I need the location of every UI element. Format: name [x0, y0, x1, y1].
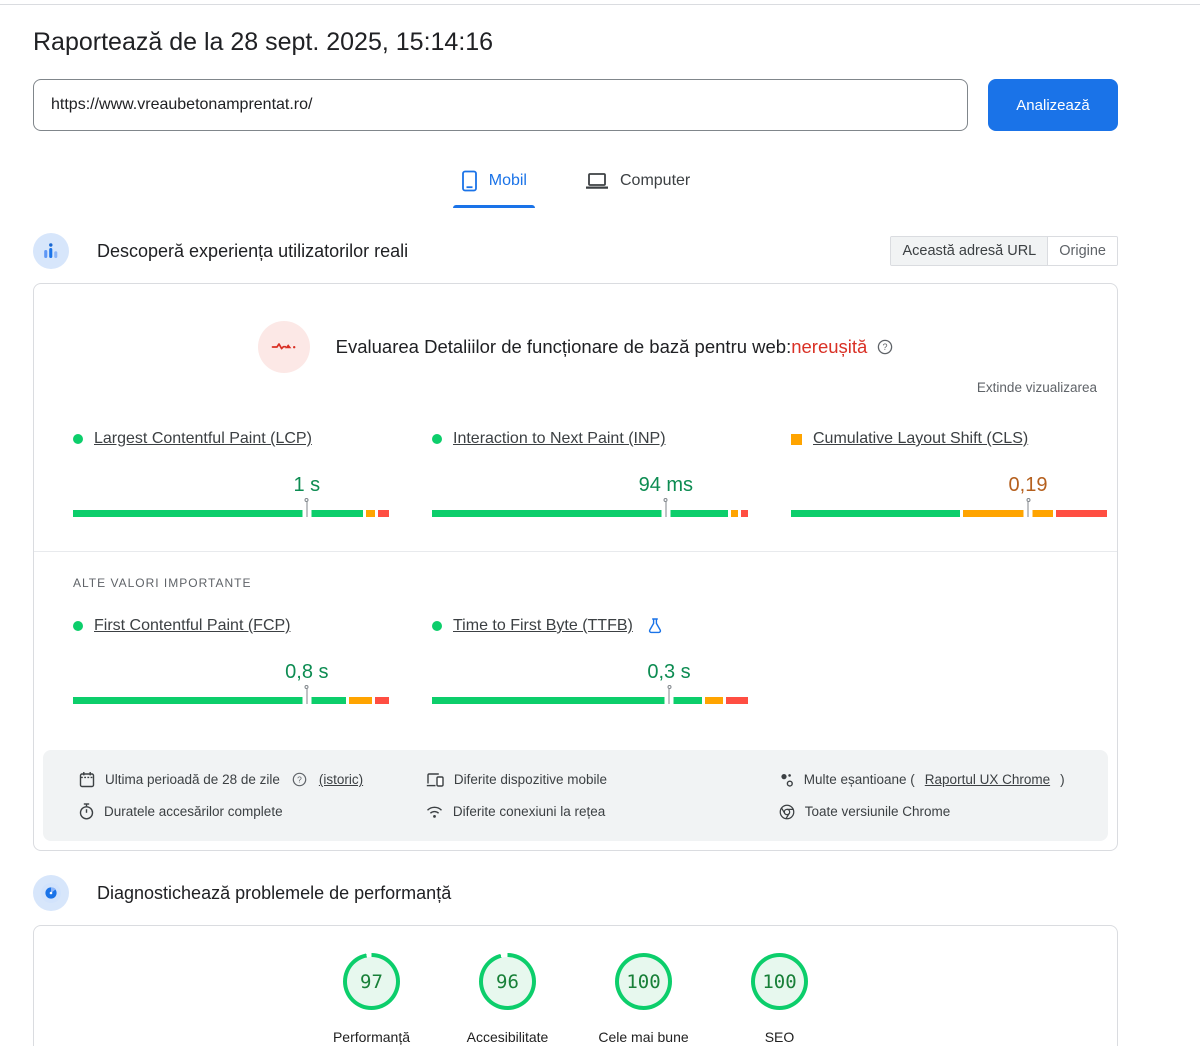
- cls-status-indicator: [791, 433, 802, 445]
- inp-value: 94 ms: [638, 474, 694, 496]
- metric-fcp: First Contentful Paint (FCP) 0,8 s: [73, 617, 389, 704]
- lcp-link[interactable]: Largest Contentful Paint (LCP): [94, 430, 312, 447]
- device-tabs: Mobil Computer: [33, 158, 1118, 208]
- toggle-origin[interactable]: Origine: [1047, 237, 1117, 265]
- url-input[interactable]: [33, 79, 968, 131]
- score-performance[interactable]: 97 Performanță: [307, 953, 437, 1046]
- ttfb-status-indicator: [432, 621, 442, 631]
- field-data-icon: [33, 233, 69, 269]
- field-section-title: Descoperă experiența utilizatorilor real…: [97, 240, 409, 261]
- other-metrics-label: ALTE VALORI IMPORTANTE: [73, 576, 252, 590]
- inp-distribution-bar: [432, 510, 748, 517]
- stopwatch-icon: [79, 803, 94, 820]
- card-divider: [34, 551, 1117, 552]
- diagnose-icon: [33, 875, 69, 911]
- calendar-icon: [79, 771, 95, 788]
- core-metrics-row: Largest Contentful Paint (LCP) 1 s Inter…: [34, 395, 1117, 517]
- phone-icon: [461, 170, 478, 192]
- crux-link[interactable]: Raportul UX Chrome: [924, 772, 1051, 787]
- fcp-distribution-bar: [73, 697, 389, 704]
- tab-desktop-label: Computer: [619, 172, 691, 189]
- cls-distribution-bar: [791, 510, 1108, 517]
- field-section-header: Descoperă experiența utilizatorilor real…: [33, 233, 1118, 269]
- field-data-card: Evaluarea Detaliilor de funcționare de b…: [33, 283, 1118, 851]
- lighthouse-card: 97 Performanță 96 Accesibilitate 100 Cel…: [33, 925, 1118, 1046]
- devices-icon: [426, 772, 444, 788]
- toggle-this-url[interactable]: Această adresă URL: [891, 237, 1048, 265]
- note-durations: Duratele accesărilor complete: [79, 803, 426, 820]
- note-network-text: Diferite conexiuni la rețea: [452, 804, 606, 819]
- laptop-icon: [585, 171, 609, 191]
- history-link[interactable]: (istoric): [318, 772, 364, 787]
- metric-cls: Cumulative Layout Shift (CLS) 0,19: [791, 430, 1108, 517]
- page-title: Raportează de la 28 sept. 2025, 15:14:16: [33, 28, 494, 56]
- lcp-value: 1 s: [293, 474, 321, 496]
- other-metrics-row: First Contentful Paint (FCP) 0,8 s Time …: [34, 590, 1117, 704]
- score-seo-label: SEO: [764, 1029, 795, 1045]
- note-versions: Toate versiunile Chrome: [779, 803, 1108, 820]
- assessment-prefix: Evaluarea Detaliilor de funcționare de b…: [335, 336, 792, 357]
- note-devices: Diferite dispozitive mobile: [426, 771, 779, 788]
- inp-status-indicator: [432, 434, 442, 444]
- score-accessibility-value: 96: [483, 957, 532, 1006]
- tab-desktop[interactable]: Computer: [577, 158, 698, 208]
- tab-mobile-label: Mobil: [488, 172, 527, 189]
- ttfb-value: 0,3 s: [647, 661, 691, 683]
- cwv-assessment-title: Evaluarea Detaliilor de funcționare de b…: [336, 336, 894, 358]
- chrome-icon: [779, 804, 795, 820]
- ttfb-distribution-bar: [432, 697, 748, 704]
- network-icon: [426, 805, 443, 819]
- expand-view-link[interactable]: Extinde vizualizarea: [976, 380, 1097, 395]
- ttfb-link[interactable]: Time to First Byte (TTFB): [453, 617, 633, 634]
- scores-row: 97 Performanță 96 Accesibilitate 100 Cel…: [34, 926, 1117, 1046]
- note-devices-text: Diferite dispozitive mobile: [453, 772, 607, 787]
- note-versions-text: Toate versiunile Chrome: [804, 804, 951, 819]
- assessment-status: nereușită: [791, 336, 868, 357]
- lab-section-title: Diagnostichează problemele de performanț…: [97, 882, 452, 903]
- note-samples-prefix: Multe eșantioane (: [803, 772, 915, 787]
- lcp-distribution-bar: [73, 510, 389, 517]
- note-network: Diferite conexiuni la rețea: [426, 803, 779, 820]
- note-durations-text: Duratele accesărilor complete: [104, 804, 283, 819]
- svg-text:?: ?: [883, 342, 888, 352]
- metric-lcp: Largest Contentful Paint (LCP) 1 s: [73, 430, 389, 517]
- analyze-button[interactable]: Analizează: [988, 79, 1118, 131]
- score-best-practices-label: Cele mai bune practici: [598, 1029, 689, 1045]
- tab-mobile[interactable]: Mobil: [452, 158, 536, 208]
- lab-section-header: Diagnostichează problemele de performanț…: [33, 875, 1118, 911]
- note-samples-suffix: ): [1060, 772, 1065, 787]
- score-performance-value: 97: [347, 957, 396, 1006]
- cls-value: 0,19: [1008, 474, 1048, 496]
- fcp-link[interactable]: First Contentful Paint (FCP): [94, 617, 291, 634]
- note-samples: Multe eșantioane ( Raportul UX Chrome): [779, 771, 1108, 788]
- fcp-value: 0,8 s: [285, 661, 329, 683]
- score-seo[interactable]: 100 SEO: [715, 953, 845, 1046]
- cls-link[interactable]: Cumulative Layout Shift (CLS): [813, 430, 1029, 447]
- pulse-icon: [257, 321, 310, 373]
- svg-text:?: ?: [297, 774, 302, 784]
- top-divider: [0, 4, 1200, 5]
- lcp-status-indicator: [73, 434, 83, 444]
- url-origin-toggle: Această adresă URL Origine: [890, 236, 1118, 266]
- score-accessibility-label: Accesibilitate: [466, 1029, 549, 1045]
- score-seo-value: 100: [755, 957, 804, 1006]
- help-icon[interactable]: ?: [292, 772, 307, 787]
- score-best-practices[interactable]: 100 Cele mai bune practici: [579, 953, 709, 1046]
- experimental-beaker-icon: [648, 618, 662, 634]
- score-accessibility[interactable]: 96 Accesibilitate: [443, 953, 573, 1046]
- fcp-status-indicator: [73, 621, 83, 631]
- help-icon[interactable]: ?: [877, 339, 893, 355]
- note-period: Ultima perioadă de 28 de zile ? (istoric…: [79, 771, 426, 788]
- collection-notes: Ultima perioadă de 28 de zile ? (istoric…: [43, 750, 1108, 841]
- inp-link[interactable]: Interaction to Next Paint (INP): [453, 430, 666, 447]
- note-period-text: Ultima perioadă de 28 de zile: [105, 772, 280, 787]
- samples-icon: [779, 772, 794, 788]
- url-form: Analizează: [33, 79, 1118, 131]
- cwv-assessment-header: Evaluarea Detaliilor de funcționare de b…: [34, 284, 1117, 373]
- metric-inp: Interaction to Next Paint (INP) 94 ms: [432, 430, 748, 517]
- score-best-practices-value: 100: [619, 957, 668, 1006]
- metric-ttfb: Time to First Byte (TTFB) 0,3 s: [432, 617, 748, 704]
- score-performance-label: Performanță: [332, 1029, 411, 1045]
